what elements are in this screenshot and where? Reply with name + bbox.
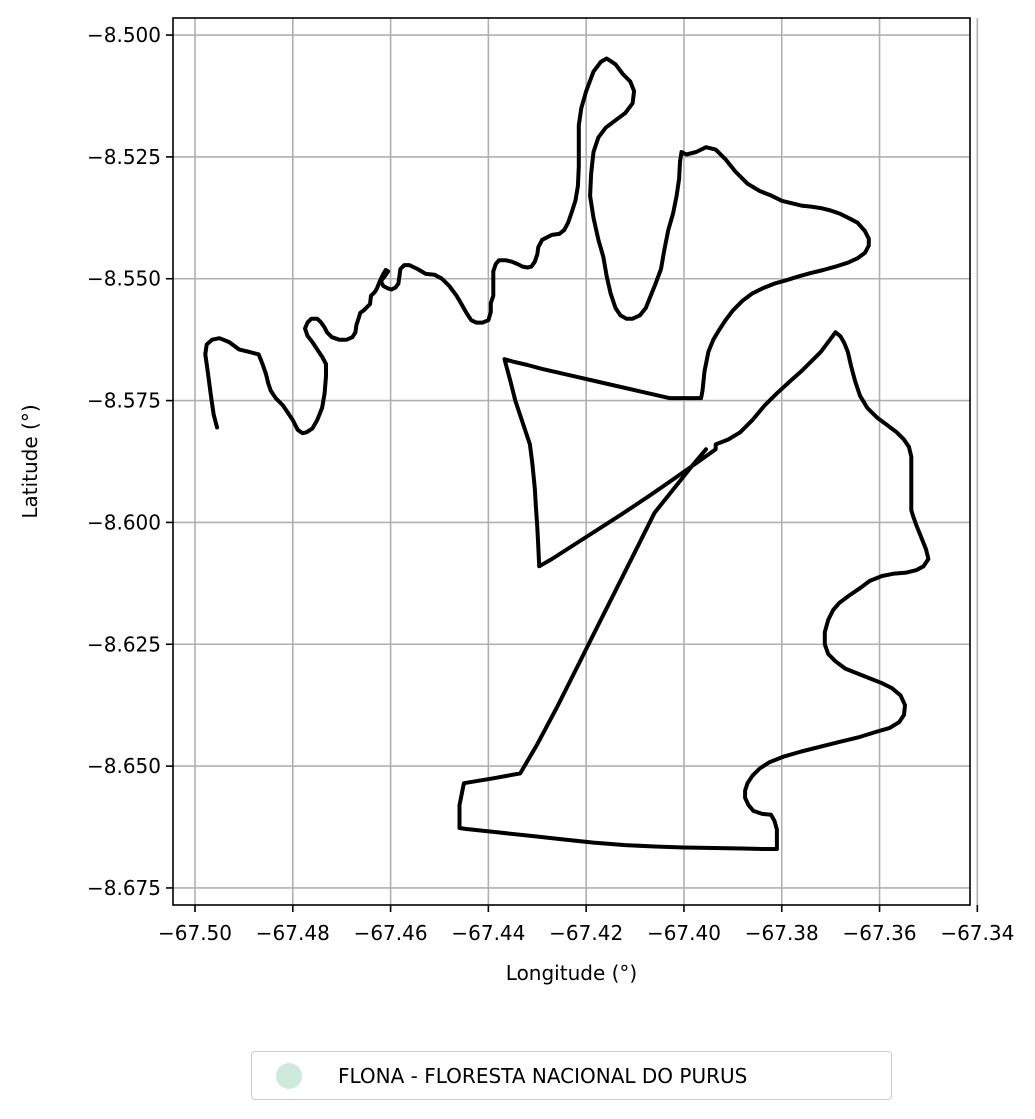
x-tick-label: −67.34 [940,921,1014,945]
y-tick-label: −8.625 [87,632,161,656]
x-tick-label: −67.48 [256,921,330,945]
x-tick-label: −67.44 [451,921,525,945]
plot-frame [172,17,971,906]
y-axis: −8.500 −8.525 −8.550 −8.575 −8.600 −8.625 −8.6… [87,23,173,900]
flona-boundary [203,56,931,851]
x-tick-label: −67.46 [354,921,428,945]
y-tick-label: −8.550 [87,267,161,291]
y-tick-label: −8.675 [87,876,161,900]
legend-label: FLONA - FLORESTA NACIONAL DO PURUS [338,1063,748,1088]
legend: FLONA - FLORESTA NACIONAL DO PURUS [251,1051,892,1100]
x-axis: −67.50 −67.48 −67.46 −67.44 −67.42 −67.40 −67.… [158,905,1014,945]
legend-marker [276,1062,302,1089]
grid-lines [173,18,979,905]
y-tick-label: −8.575 [87,389,161,413]
map-plot: −67.50 −67.48 −67.46 −67.44 −67.42 −67.40 −67.… [18,17,1014,985]
y-tick-label: −8.525 [87,145,161,169]
x-tick-label: −67.36 [843,921,917,945]
x-tick-label: −67.50 [158,921,232,945]
y-axis-label: Latitude (°) [18,404,42,518]
y-tick-label: −8.650 [87,754,161,778]
x-axis-label: Longitude (°) [506,961,637,985]
x-tick-label: −67.42 [549,921,623,945]
data-layer [203,56,931,851]
y-tick-label: −8.600 [87,510,161,534]
x-tick-label: −67.38 [745,921,819,945]
x-tick-label: −67.40 [647,921,721,945]
y-tick-label: −8.500 [87,23,161,47]
